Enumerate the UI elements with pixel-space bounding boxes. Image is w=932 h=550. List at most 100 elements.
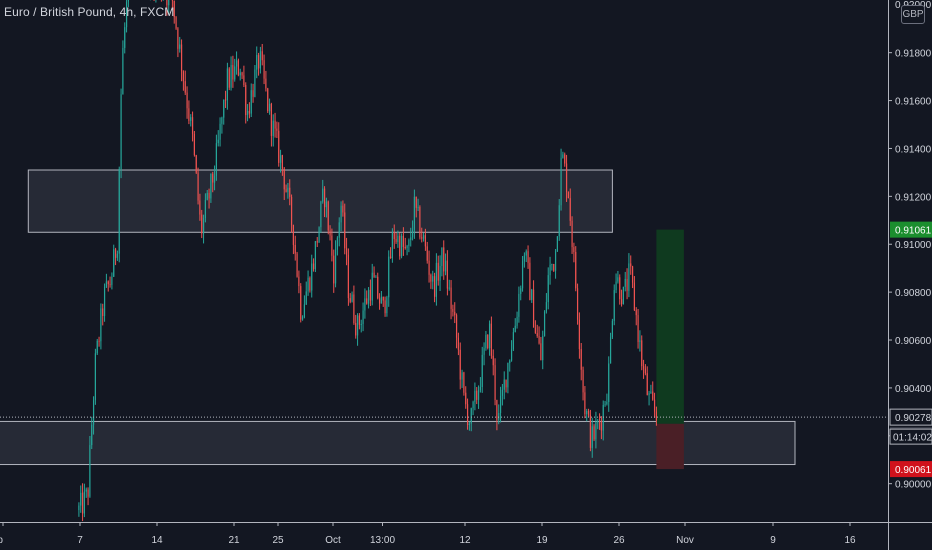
candle-body [234, 66, 236, 80]
candle-body [450, 287, 452, 309]
candle-body [345, 248, 348, 255]
candle-body [611, 320, 613, 338]
candle-body [569, 198, 571, 221]
candle-body [219, 123, 221, 140]
candle-body [575, 252, 577, 289]
candle-body [89, 445, 91, 497]
candle-body [652, 391, 654, 400]
candle-body [620, 299, 623, 305]
candle-body [567, 192, 569, 199]
candle-body [114, 249, 117, 258]
candle-body [175, 17, 177, 29]
candle-body [340, 205, 342, 223]
candle-body [474, 390, 476, 402]
candle-body [380, 296, 382, 304]
candle-body [358, 315, 360, 325]
candle-body [622, 286, 624, 305]
x-tick-label: 14 [151, 535, 163, 546]
candle-body [391, 233, 393, 259]
candle-body [648, 393, 650, 395]
candle-body [606, 401, 608, 405]
x-tick-label: Nov [676, 535, 694, 546]
candle-body [125, 1, 128, 28]
candle-body [362, 310, 364, 324]
candle-body [281, 155, 283, 169]
candle-body [454, 311, 456, 316]
candle-body [400, 235, 403, 257]
candle-body [180, 44, 183, 72]
candle-body [199, 200, 201, 215]
candle-body [279, 155, 282, 163]
candle-body [91, 424, 93, 446]
candle-body [336, 237, 338, 250]
x-tick-label: 12 [459, 535, 471, 546]
candle-body [356, 315, 359, 336]
candle-body [600, 422, 602, 431]
candle-body [580, 349, 582, 370]
x-tick-label: 13:00 [370, 535, 395, 546]
candle-body [278, 130, 280, 163]
candle-body [173, 0, 175, 18]
candle-body [267, 88, 269, 112]
candle-body [527, 251, 529, 263]
candle-body [591, 426, 593, 448]
candle-body [565, 163, 568, 193]
candle-body [628, 263, 630, 291]
candle-body [503, 379, 505, 390]
candle-body [582, 369, 584, 393]
candle-body [329, 230, 331, 236]
candle-body [499, 395, 502, 413]
candle-body [395, 239, 397, 242]
candle-body [210, 173, 212, 199]
candle-body [487, 334, 489, 348]
currency-button[interactable]: GBP [901, 5, 925, 24]
candle-body [366, 298, 368, 304]
candle-body [312, 263, 315, 270]
candle-body [245, 85, 247, 116]
candle-body [373, 272, 375, 278]
candle-body [248, 110, 250, 114]
candle-body [650, 391, 652, 394]
candle-body [342, 205, 344, 213]
y-tick-label: 0.90800 [895, 288, 932, 299]
x-tick-label: 16 [844, 535, 856, 546]
candle-body [384, 300, 386, 314]
candle-body [520, 288, 522, 294]
candle-body [239, 72, 241, 76]
candle-body [455, 315, 458, 338]
candle-body [485, 334, 487, 349]
candle-body [122, 47, 124, 95]
candle-body [433, 276, 436, 297]
candle-body [127, 0, 129, 2]
candle-body [542, 336, 544, 361]
candle-body [615, 281, 617, 291]
candle-body [410, 237, 412, 240]
candle-body [351, 294, 353, 302]
candle-body [230, 65, 232, 88]
candle-body [417, 206, 419, 208]
x-tick-label: Oct [325, 535, 341, 546]
candle-body [283, 168, 285, 190]
candle-body [404, 246, 406, 249]
candle-body [444, 260, 447, 272]
candle-body [573, 247, 575, 253]
candle-body [422, 235, 425, 239]
candle-body [481, 354, 483, 388]
candle-body [388, 256, 390, 298]
candle-body [314, 241, 316, 270]
candle-body [166, 0, 168, 6]
candle-body [501, 389, 503, 396]
candle-body [325, 201, 327, 208]
candle-body [602, 405, 604, 431]
candle-body [290, 196, 293, 225]
candle-body [584, 392, 586, 415]
candle-body [105, 281, 107, 287]
candle-body [204, 199, 206, 219]
candle-body [208, 192, 210, 199]
candle-body [525, 251, 527, 256]
candle-body [265, 78, 267, 89]
candle-body [655, 411, 657, 421]
candle-body [498, 412, 500, 420]
